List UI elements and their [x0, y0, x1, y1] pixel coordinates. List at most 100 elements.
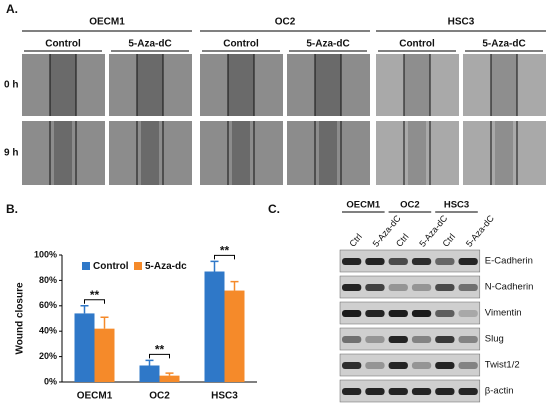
blot-band: [365, 310, 385, 317]
protein-label: Slug: [485, 334, 504, 345]
bar: [74, 313, 95, 382]
y-tick-label: 80%: [39, 275, 57, 285]
lane-label: Ctrl: [441, 232, 458, 249]
condition-label: Control: [45, 39, 81, 50]
legend-label: Control: [93, 261, 129, 272]
blot-band: [342, 284, 362, 291]
wound-gap: [54, 121, 72, 185]
time-label: 0 h: [4, 80, 18, 91]
blot-band: [458, 258, 478, 265]
blot-band: [388, 388, 408, 395]
bar: [204, 271, 225, 382]
bar: [139, 365, 160, 382]
condition-label: Control: [399, 39, 435, 50]
error-bar: [100, 316, 109, 329]
blot-band: [342, 388, 362, 395]
blot-band: [388, 258, 408, 265]
y-tick-label: 40%: [39, 326, 57, 336]
significance-bracket: [214, 254, 235, 260]
panel-label: C.: [268, 202, 280, 216]
protein-label: N-Cadherin: [485, 282, 534, 293]
error-bar: [145, 359, 154, 366]
wound-gap: [319, 121, 337, 185]
significance-bracket: [149, 353, 170, 359]
blot-band: [388, 336, 408, 343]
wound-gap: [315, 54, 341, 116]
error-bar: [165, 372, 174, 376]
blot-band: [458, 284, 478, 291]
blot-band: [411, 362, 432, 369]
condition-label: 5-Aza-dC: [482, 39, 525, 50]
legend-swatch: [82, 262, 90, 270]
error-bar: [210, 260, 219, 272]
blot-strip: [339, 353, 481, 377]
y-tick-label: 20%: [39, 351, 57, 361]
lane-label: 5-Aza-dC: [464, 213, 496, 249]
significance-label: **: [90, 288, 100, 302]
blot-band: [458, 362, 478, 369]
wound-gap: [141, 121, 159, 185]
x-tick-label: HSC3: [211, 391, 238, 402]
wound-gap: [137, 54, 163, 116]
group-header: OECM1: [89, 17, 125, 28]
blot-band: [388, 310, 408, 317]
condition-label: 5-Aza-dC: [128, 39, 171, 50]
blot-band: [435, 310, 455, 317]
blot-strip: [339, 379, 481, 403]
bar: [94, 328, 115, 382]
y-tick-label: 0%: [44, 376, 57, 386]
significance-label: **: [155, 343, 165, 357]
blot-band: [342, 258, 362, 265]
panel-label: A.: [6, 2, 18, 16]
x-tick-label: OECM1: [77, 391, 113, 402]
group-header: OC2: [400, 200, 420, 211]
y-axis-title: Wound closure: [15, 282, 26, 354]
lane-label: Ctrl: [347, 232, 364, 249]
blot-band: [458, 310, 478, 317]
protein-label: E-Cadherin: [485, 256, 533, 267]
legend-label: 5-Aza-dc: [145, 261, 187, 272]
protein-label: Vimentin: [485, 308, 522, 319]
lane-label: Ctrl: [394, 232, 411, 249]
blot-band: [411, 258, 432, 265]
x-tick-label: OC2: [149, 391, 170, 402]
wound-gap: [228, 54, 254, 116]
blot-band: [435, 336, 455, 343]
blot-band: [365, 388, 385, 395]
bar: [224, 290, 245, 382]
y-tick-label: 60%: [39, 300, 57, 310]
wound-gap: [232, 121, 250, 185]
blot-band: [365, 284, 385, 291]
condition-label: 5-Aza-dC: [306, 39, 349, 50]
blot-band: [411, 388, 432, 395]
blot-band: [365, 362, 385, 369]
blot-band: [342, 310, 362, 317]
condition-label: Control: [223, 39, 259, 50]
bar: [159, 375, 180, 382]
group-header: HSC3: [448, 17, 475, 28]
group-header: HSC3: [444, 200, 469, 211]
blot-band: [411, 284, 432, 291]
wound-gap: [495, 121, 513, 185]
blot-band: [342, 336, 362, 343]
wound-gap: [408, 121, 426, 185]
blot-band: [435, 388, 455, 395]
significance-bracket: [84, 299, 105, 304]
wound-gap: [404, 54, 430, 116]
blot-band: [458, 336, 478, 343]
blot-strip: [339, 249, 481, 273]
blot-band: [435, 362, 455, 369]
blot-band: [435, 284, 455, 291]
error-bar: [230, 280, 239, 291]
wound-gap: [50, 54, 76, 116]
blot-band: [388, 284, 408, 291]
blot-band: [365, 258, 385, 265]
group-header: OECM1: [346, 200, 381, 211]
protein-label: Twist1/2: [485, 360, 520, 371]
blot-strip: [339, 327, 481, 351]
error-bar: [80, 305, 89, 314]
blot-band: [342, 362, 362, 369]
blot-band: [411, 336, 432, 343]
group-header: OC2: [275, 17, 296, 28]
